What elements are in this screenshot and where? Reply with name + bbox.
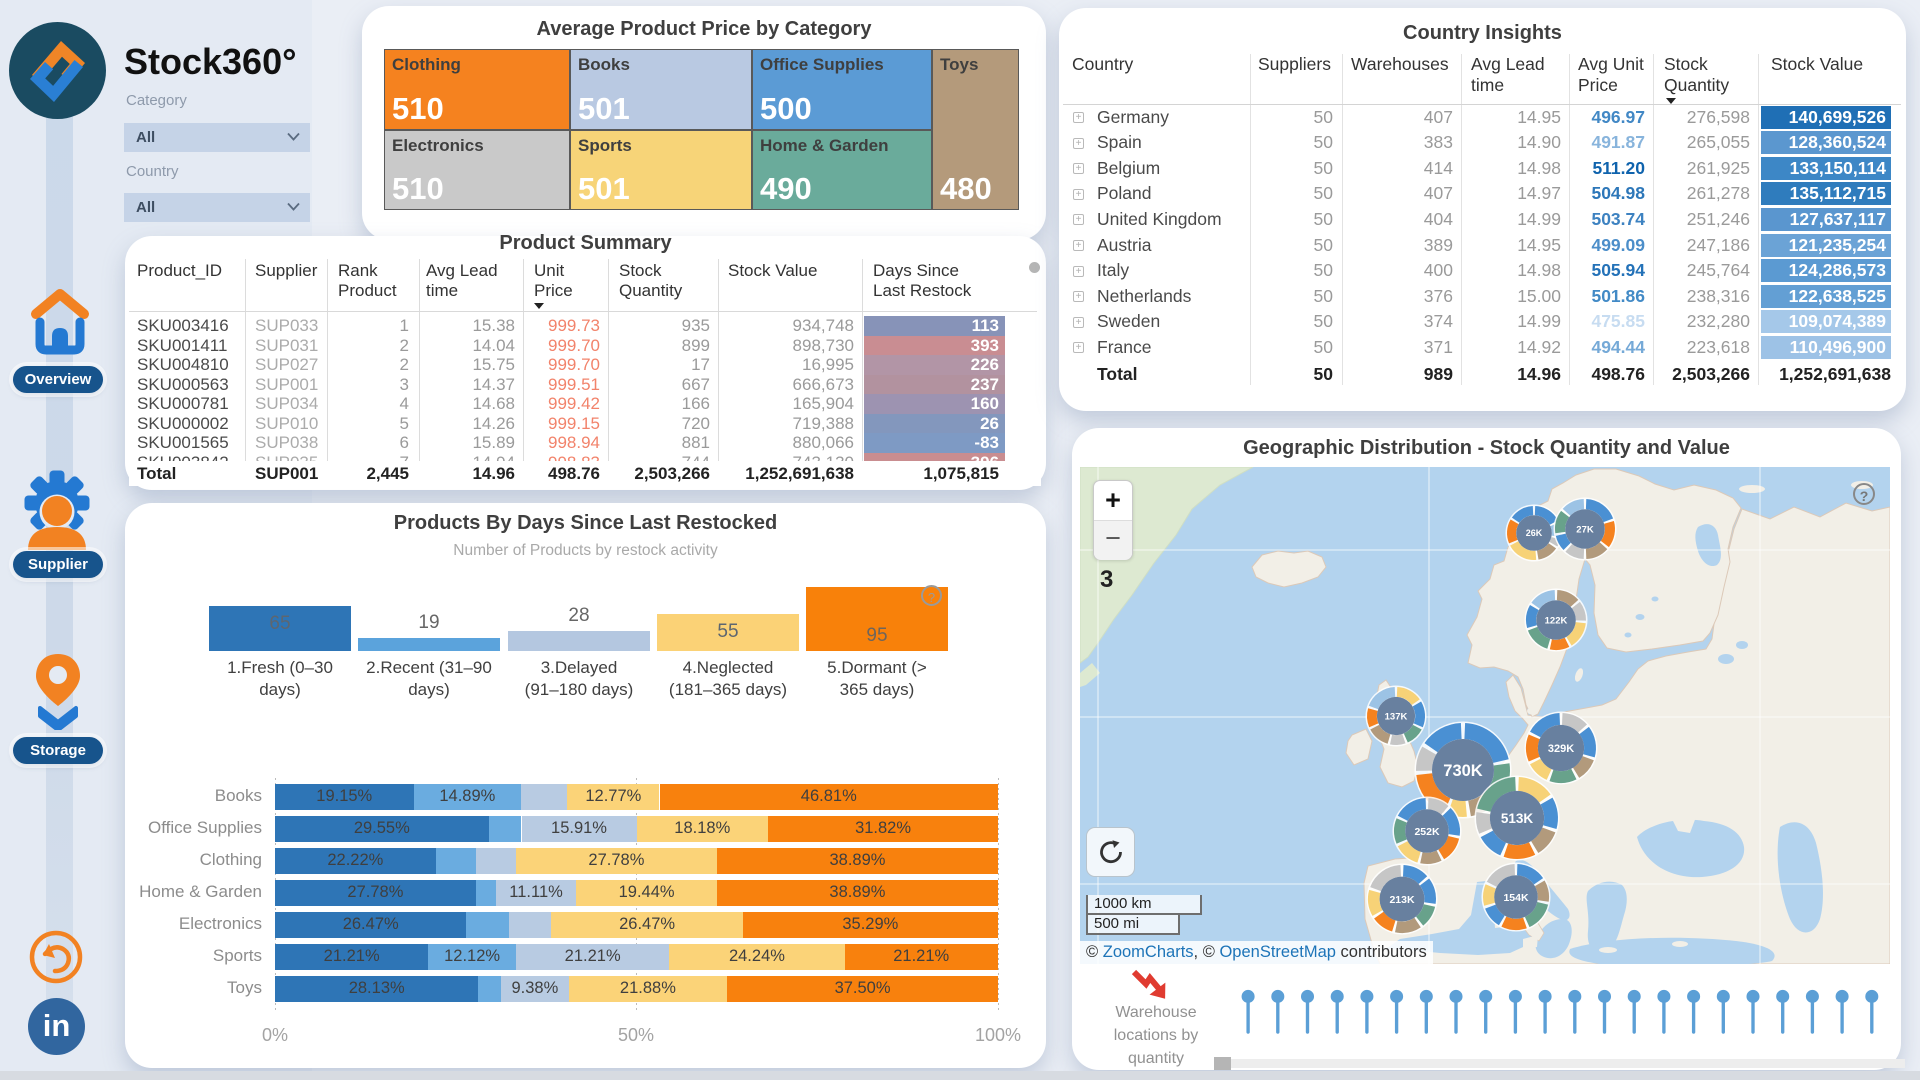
svg-text:154K: 154K: [1503, 892, 1529, 904]
svg-text:122K: 122K: [1545, 615, 1568, 626]
svg-text:137K: 137K: [1385, 711, 1408, 722]
svg-text:26K: 26K: [1526, 528, 1543, 538]
svg-text:213K: 213K: [1389, 894, 1415, 906]
svg-text:252K: 252K: [1414, 826, 1440, 838]
svg-text:329K: 329K: [1548, 743, 1574, 755]
svg-text:513K: 513K: [1501, 811, 1534, 826]
svg-text:730K: 730K: [1443, 762, 1483, 780]
svg-text:27K: 27K: [1576, 524, 1594, 535]
